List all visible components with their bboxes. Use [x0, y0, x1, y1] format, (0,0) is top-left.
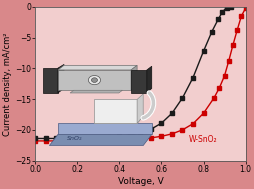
Text: W-SnO₂: W-SnO₂ [188, 135, 217, 144]
X-axis label: Voltage, V: Voltage, V [117, 177, 163, 186]
Text: B-SnO₂: B-SnO₂ [77, 124, 104, 133]
Y-axis label: Current density, mA/cm²: Current density, mA/cm² [4, 32, 12, 136]
